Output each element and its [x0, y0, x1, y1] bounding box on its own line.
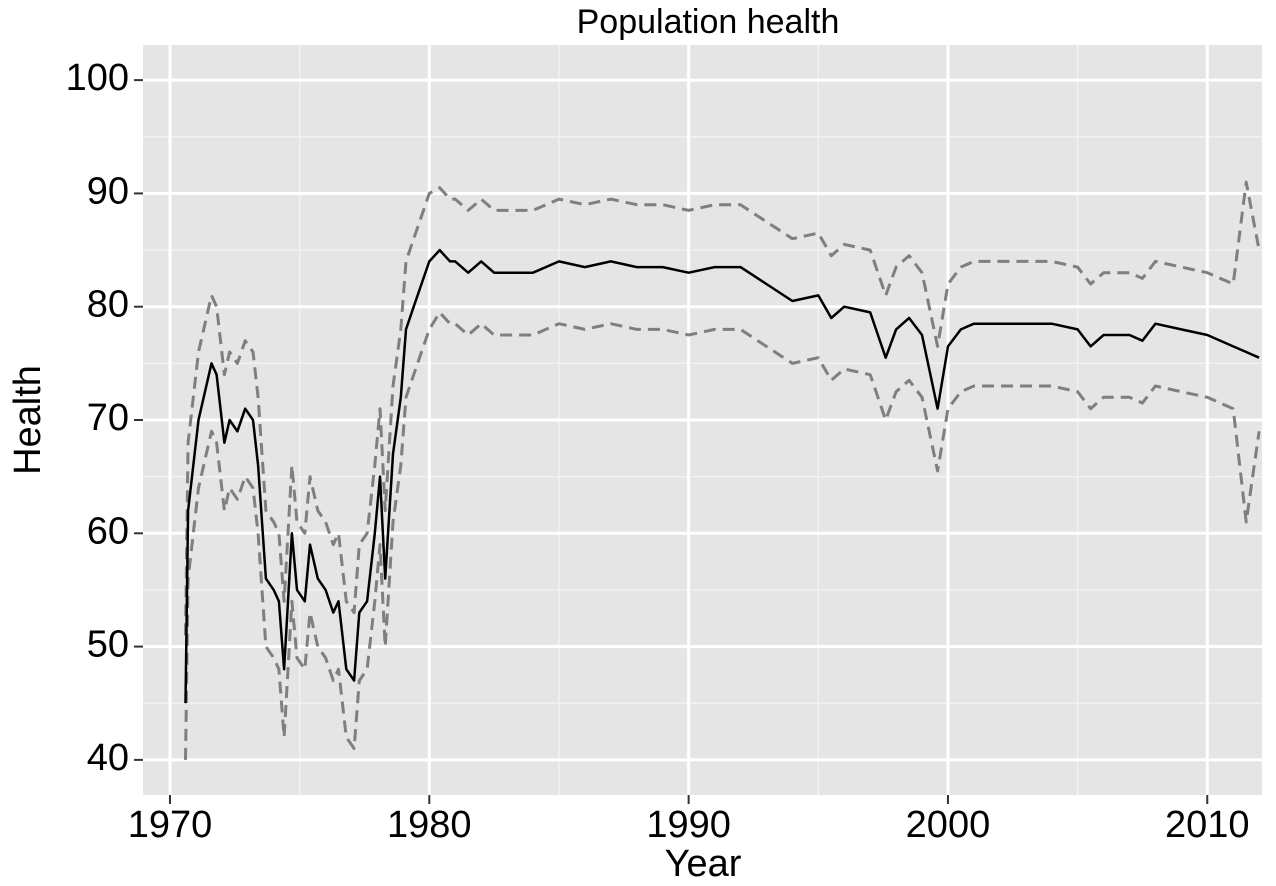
chart-title: Population health	[577, 3, 840, 41]
x-tick-label: 2010	[1165, 804, 1250, 846]
x-tick-label: 2000	[906, 804, 991, 846]
y-tick-label: 50	[87, 624, 129, 666]
series-line	[184, 310, 1261, 760]
x-tick-label: 1970	[128, 804, 213, 846]
x-tick-label: 1990	[646, 804, 731, 846]
y-tick-label: 40	[87, 737, 129, 779]
y-tick-label: 60	[87, 510, 129, 552]
series-line	[184, 248, 1260, 704]
y-tick-label: 70	[87, 397, 129, 439]
y-tick-label: 80	[87, 284, 129, 326]
y-axis-label: Health	[7, 365, 49, 475]
x-tick-label: 1980	[387, 804, 472, 846]
y-tick-label: 100	[66, 57, 129, 99]
x-axis-label: Year	[665, 843, 742, 885]
y-tick-label: 90	[87, 170, 129, 212]
series-line	[184, 180, 1261, 636]
